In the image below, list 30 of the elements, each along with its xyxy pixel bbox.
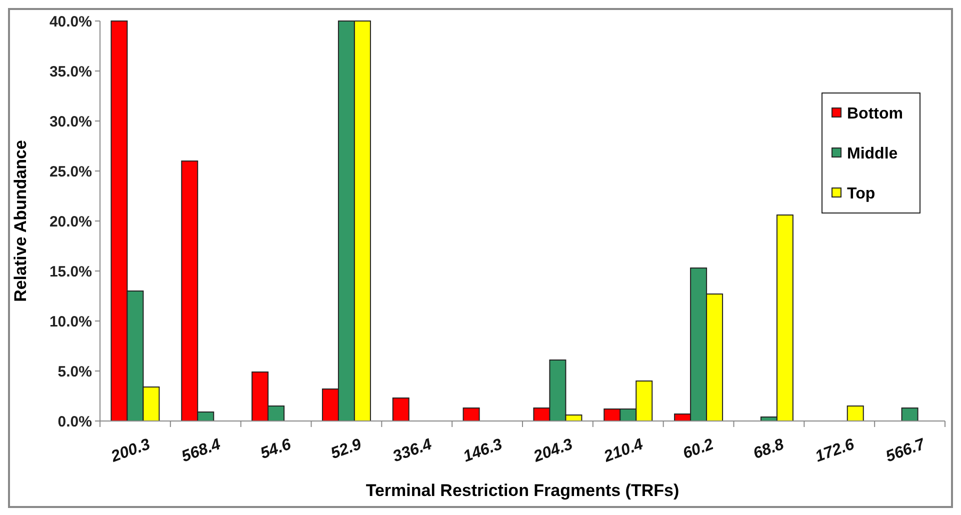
y-tick-label: 40.0% xyxy=(49,13,92,30)
y-tick-label: 20.0% xyxy=(49,213,92,230)
bar xyxy=(462,408,480,422)
x-tick-label: 54.6 xyxy=(258,436,294,463)
x-tick-label: 204.3 xyxy=(530,436,576,466)
x-tick-label: 566.7 xyxy=(884,436,928,466)
legend-label: Bottom xyxy=(847,106,903,123)
y-tick-label: 0.0% xyxy=(58,413,92,430)
bar xyxy=(392,398,410,422)
x-tick-label: 52.9 xyxy=(328,436,364,463)
y-tick-label: 10.0% xyxy=(49,313,92,330)
x-tick-label: 336.4 xyxy=(390,436,434,466)
bar xyxy=(846,406,864,422)
legend-label: Middle xyxy=(847,146,898,163)
y-tick-label: 35.0% xyxy=(49,63,92,80)
legend-label: Top xyxy=(847,186,876,203)
y-tick-label: 15.0% xyxy=(49,263,92,280)
bar xyxy=(901,408,918,422)
y-axis-title: Relative Abundance xyxy=(11,140,30,302)
x-tick-label: 60.2 xyxy=(680,436,716,463)
x-tick-label: 568.4 xyxy=(179,436,223,466)
x-tick-label: 210.4 xyxy=(601,436,646,466)
x-axis-title: Terminal Restriction Fragments (TRFs) xyxy=(366,481,680,500)
y-tick-label: 5.0% xyxy=(58,363,92,380)
x-tick-label: 200.3 xyxy=(108,436,153,466)
y-tick-label: 25.0% xyxy=(49,163,92,180)
x-tick-label: 68.8 xyxy=(751,436,786,463)
y-tick-label: 30.0% xyxy=(49,113,92,130)
x-tick-label: 146.3 xyxy=(461,436,505,466)
x-tick-label: 172.6 xyxy=(813,436,857,466)
